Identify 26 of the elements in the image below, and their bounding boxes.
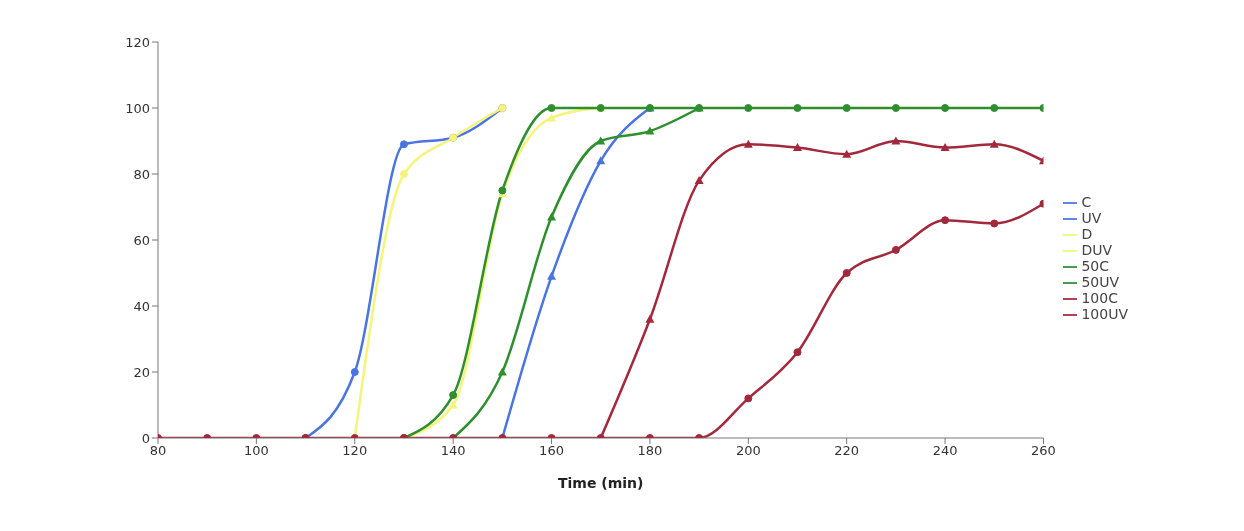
y-tick-label: 60 xyxy=(133,232,150,248)
legend-label: 100C xyxy=(1081,290,1118,306)
x-tick-label: 240 xyxy=(932,443,958,459)
legend-label: 50UV xyxy=(1081,274,1120,290)
x-tick-label: 140 xyxy=(440,443,466,459)
y-tick-label: 80 xyxy=(133,166,150,182)
y-tick-label: 40 xyxy=(133,298,150,314)
x-tick-label: 260 xyxy=(1031,443,1056,459)
x-tick-label: 120 xyxy=(342,443,368,459)
x-tick-label: 80 xyxy=(149,443,167,459)
legend-label: DUV xyxy=(1081,242,1113,258)
y-tick-label: 20 xyxy=(133,364,150,380)
legend-label: 100UV xyxy=(1081,306,1128,322)
legend-label: D xyxy=(1081,226,1093,242)
y-tick-label: 0 xyxy=(141,430,150,446)
x-tick-label: 200 xyxy=(735,443,761,459)
x-axis-title: Time (min) xyxy=(557,475,644,491)
x-tick-label: 100 xyxy=(243,443,269,459)
legend-label: UV xyxy=(1081,210,1102,226)
y-tick-label: 100 xyxy=(125,100,150,116)
legend-label: C xyxy=(1081,194,1092,210)
x-tick-label: 220 xyxy=(834,443,860,459)
x-tick-label: 160 xyxy=(539,443,564,459)
legend-label: 50C xyxy=(1081,258,1110,274)
x-tick-label: 180 xyxy=(637,443,663,459)
y-tick-label: 120 xyxy=(125,34,150,50)
